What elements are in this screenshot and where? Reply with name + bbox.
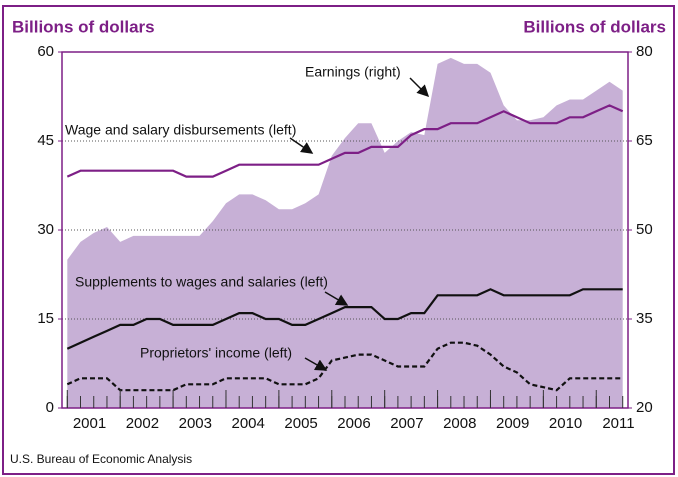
x-tick-label: 2004	[232, 415, 265, 432]
annotation-arrow	[289, 137, 314, 154]
x-tick-label: 2006	[337, 415, 370, 432]
x-tick-label: 2009	[496, 415, 529, 432]
y2-tick-label: 65	[636, 132, 653, 149]
y2-tick-label: 35	[636, 310, 653, 327]
x-tick-label: 2003	[179, 415, 212, 432]
annotation: Earnings (right)	[305, 64, 401, 80]
annotation-arrow	[324, 291, 349, 306]
annotation: Supplements to wages and salaries (left)	[75, 274, 328, 290]
x-tick-label: 2002	[126, 415, 159, 432]
line	[66, 288, 623, 350]
annotation-arrow	[304, 357, 328, 371]
y-tick-label: 60	[37, 43, 54, 60]
x-tick-label: 2008	[443, 415, 476, 432]
y2-tick-label: 20	[636, 399, 653, 416]
y2-tick-label: 50	[636, 221, 653, 238]
line	[66, 341, 623, 392]
y-tick-label: 45	[37, 132, 54, 149]
annotation: Proprietors' income (left)	[140, 345, 292, 361]
x-tick-label: 2007	[390, 415, 423, 432]
x-tick-label: 2001	[73, 415, 106, 432]
y-tick-label: 30	[37, 221, 54, 238]
frame	[2, 5, 675, 475]
x-tick-label: 2005	[284, 415, 317, 432]
y-tick-label: 15	[37, 310, 54, 327]
x-tick-label: 2010	[549, 415, 582, 432]
line	[66, 104, 624, 178]
y2-axis-title: Billions of dollars	[523, 17, 666, 36]
annotation-arrow	[409, 77, 430, 98]
y-tick-label: 0	[46, 399, 54, 416]
y-axis-title: Billions of dollars	[12, 17, 155, 36]
y2-tick-label: 80	[636, 43, 653, 60]
annotation: Wage and salary disbursements (left)	[65, 122, 296, 138]
area	[67, 57, 623, 409]
source: U.S. Bureau of Economic Analysis	[10, 452, 192, 466]
x-tick-label: 2011	[602, 415, 634, 432]
